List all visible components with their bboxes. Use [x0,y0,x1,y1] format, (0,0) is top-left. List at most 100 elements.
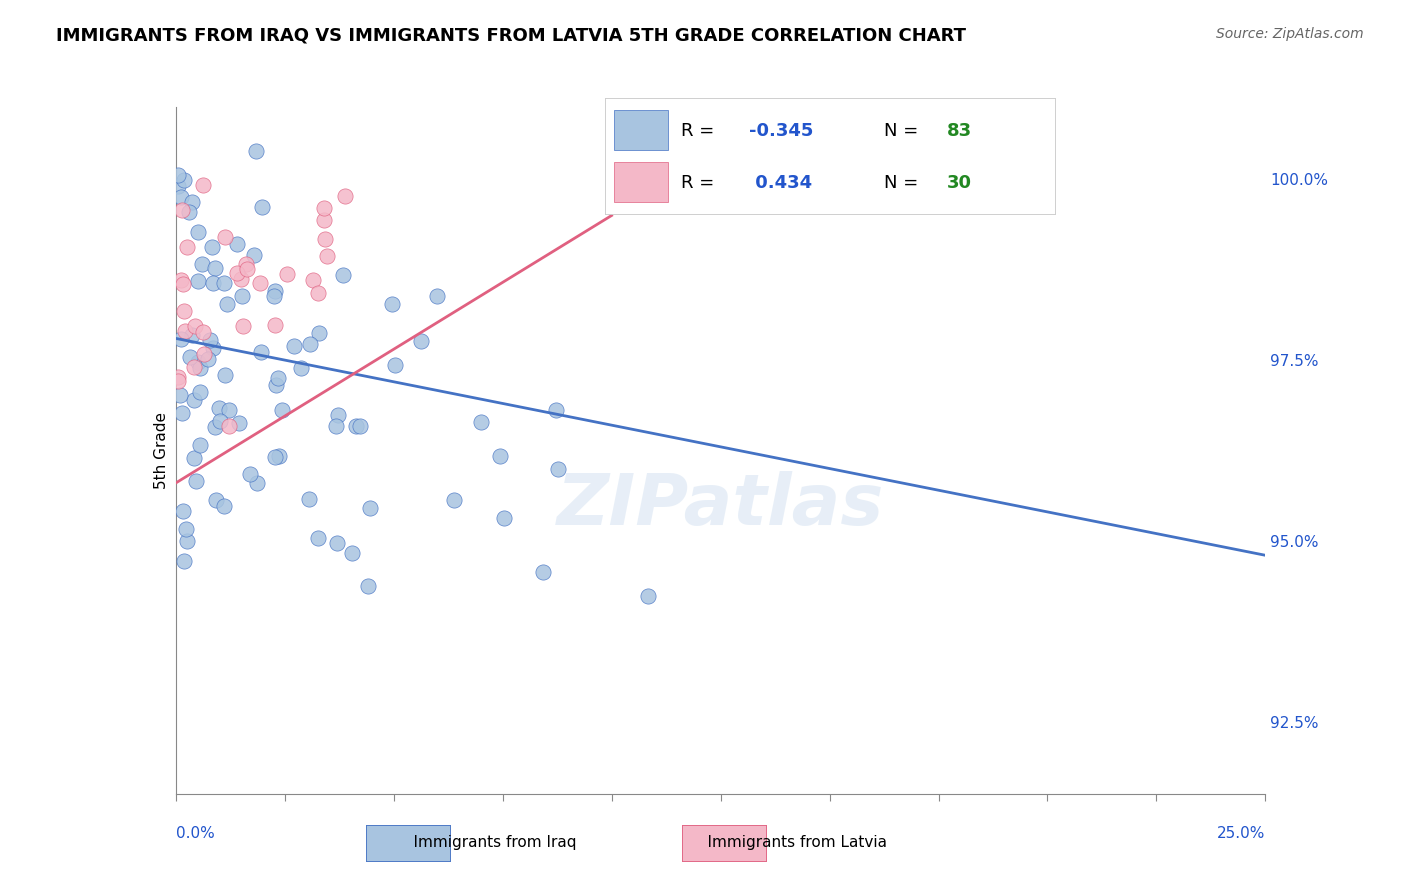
Point [170,332,193,346]
Point [264,378,287,392]
Point [411,334,433,348]
Point [308,326,330,340]
Point [546,402,568,417]
Point [167,168,190,182]
Point [298,337,321,351]
Point [314,232,336,246]
Point [231,272,253,286]
Point [188,384,211,399]
Point [204,419,226,434]
Point [470,415,492,429]
Point [218,403,240,417]
Point [349,418,371,433]
Point [187,274,209,288]
Point [239,467,262,482]
Point [169,387,191,401]
Point [276,267,298,281]
Point [173,304,195,318]
Text: R =: R = [681,174,720,192]
Point [243,248,266,262]
Point [290,361,312,376]
Point [187,355,209,369]
Point [181,194,204,209]
Point [191,178,214,192]
Text: N =: N = [883,174,924,192]
Point [263,289,285,303]
Point [314,213,336,227]
Point [357,580,380,594]
Point [264,284,287,298]
Point [342,546,364,560]
Point [188,360,211,375]
Point [325,419,347,434]
Point [173,554,195,568]
Point [231,289,253,303]
Point [183,451,205,466]
Text: 83: 83 [946,121,972,139]
Point [172,277,194,291]
Point [283,339,305,353]
Point [332,268,354,283]
Point [167,375,190,389]
Point [315,249,337,263]
Point [307,531,329,545]
Point [488,449,510,463]
Point [547,462,569,476]
Point [197,351,219,366]
Point [249,276,271,290]
Text: ZIPatlas: ZIPatlas [557,471,884,540]
Point [176,534,198,549]
Point [191,325,214,339]
Point [214,368,236,382]
Point [326,535,349,549]
Point [212,499,235,513]
Text: R =: R = [681,121,720,139]
Point [193,347,215,361]
Point [204,260,226,275]
Point [264,450,287,464]
Point [184,475,207,489]
FancyBboxPatch shape [613,162,668,202]
Point [333,189,356,203]
Point [205,493,228,508]
Point [271,402,294,417]
Text: IMMIGRANTS FROM IRAQ VS IMMIGRANTS FROM LATVIA 5TH GRADE CORRELATION CHART: IMMIGRANTS FROM IRAQ VS IMMIGRANTS FROM … [56,27,966,45]
Point [359,500,381,515]
Point [208,414,231,428]
Point [172,406,194,420]
Point [266,371,288,385]
Point [225,266,247,280]
Point [443,493,465,508]
Point [190,257,212,271]
Text: Source: ZipAtlas.com: Source: ZipAtlas.com [1216,27,1364,41]
Point [328,408,350,422]
Point [232,318,254,333]
Point [302,273,325,287]
Text: Immigrants from Iraq: Immigrants from Iraq [394,836,576,850]
Text: -0.345: -0.345 [748,121,813,139]
Point [226,237,249,252]
Text: N =: N = [883,121,924,139]
Point [246,476,269,491]
Text: 0.0%: 0.0% [176,826,215,841]
Point [212,276,235,290]
Text: 25.0%: 25.0% [1218,826,1265,841]
Point [187,226,209,240]
Point [531,565,554,579]
Text: 30: 30 [946,174,972,192]
Point [207,401,229,415]
Point [174,324,197,338]
Text: Immigrants from Latvia: Immigrants from Latvia [688,836,887,850]
Y-axis label: 5th Grade: 5th Grade [153,412,169,489]
Point [218,419,240,434]
Point [426,289,449,303]
Point [344,419,367,434]
Point [179,204,201,219]
Point [200,334,222,348]
Point [228,416,250,430]
Point [183,393,205,408]
Point [637,589,659,603]
Point [201,240,224,254]
Point [176,239,198,253]
Point [184,318,207,333]
